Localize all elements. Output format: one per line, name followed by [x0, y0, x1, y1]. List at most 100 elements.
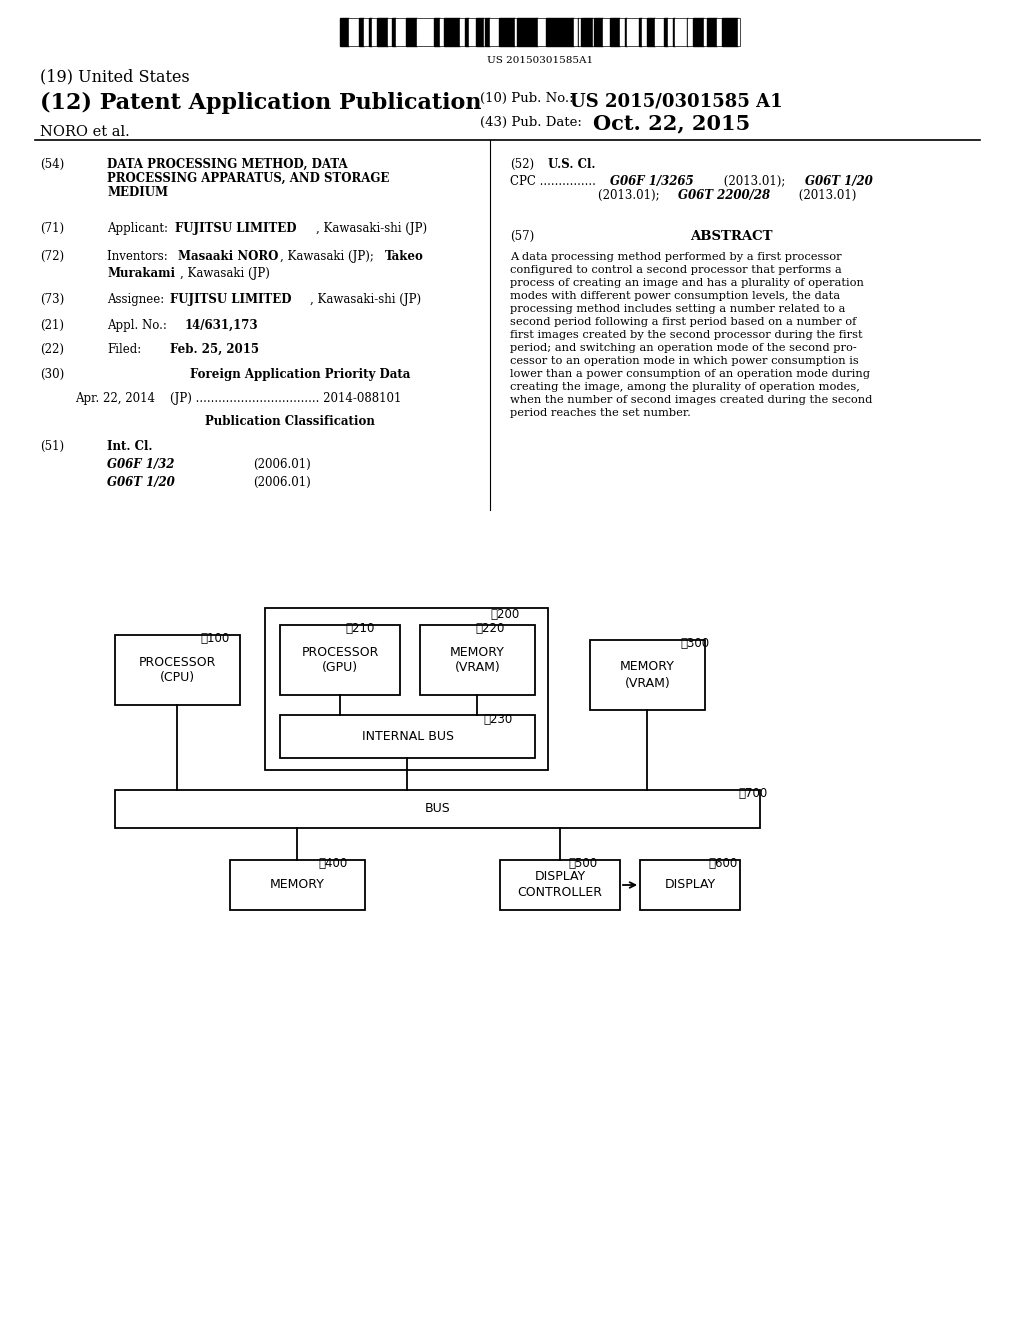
- Bar: [417, 18, 421, 46]
- Text: (72): (72): [40, 249, 65, 263]
- Bar: [609, 18, 614, 46]
- Bar: [455, 18, 460, 46]
- Text: , Kawasaki-shi (JP): , Kawasaki-shi (JP): [310, 293, 421, 306]
- Bar: [499, 18, 501, 46]
- Bar: [372, 18, 377, 46]
- Bar: [625, 18, 627, 46]
- Bar: [434, 18, 437, 46]
- Bar: [349, 18, 354, 46]
- Text: (54): (54): [40, 158, 65, 172]
- Text: (2006.01): (2006.01): [253, 458, 310, 471]
- Text: (2013.01);: (2013.01);: [598, 189, 664, 202]
- Bar: [664, 18, 668, 46]
- Text: G06F 1/32: G06F 1/32: [106, 458, 174, 471]
- Text: (2013.01);: (2013.01);: [720, 176, 790, 187]
- Bar: [497, 18, 499, 46]
- Bar: [526, 18, 527, 46]
- Text: INTERNAL BUS: INTERNAL BUS: [361, 730, 454, 743]
- Bar: [450, 18, 455, 46]
- Bar: [504, 18, 505, 46]
- Text: (2006.01): (2006.01): [253, 477, 310, 488]
- Text: ⎰600: ⎰600: [708, 857, 737, 870]
- Text: Inventors:: Inventors:: [106, 249, 171, 263]
- Bar: [280, 715, 535, 758]
- Bar: [639, 18, 641, 46]
- Bar: [630, 18, 635, 46]
- Bar: [709, 18, 714, 46]
- Bar: [655, 18, 657, 46]
- Bar: [437, 18, 440, 46]
- Text: MEMORY: MEMORY: [621, 660, 675, 673]
- Bar: [531, 18, 536, 46]
- Text: Oct. 22, 2015: Oct. 22, 2015: [593, 114, 751, 133]
- Bar: [688, 18, 693, 46]
- Bar: [354, 18, 355, 46]
- Bar: [406, 18, 407, 46]
- Bar: [714, 18, 717, 46]
- Bar: [738, 18, 739, 46]
- Text: (19) United States: (19) United States: [40, 69, 189, 84]
- Bar: [640, 861, 740, 909]
- Text: ⎰100: ⎰100: [200, 632, 229, 645]
- Bar: [388, 18, 392, 46]
- Bar: [603, 18, 608, 46]
- Text: (VRAM): (VRAM): [455, 661, 501, 675]
- Text: DATA PROCESSING METHOD, DATA: DATA PROCESSING METHOD, DATA: [106, 158, 347, 172]
- Bar: [673, 18, 675, 46]
- Bar: [345, 18, 349, 46]
- Text: (52): (52): [510, 158, 535, 172]
- Text: (73): (73): [40, 293, 65, 306]
- Bar: [483, 18, 485, 46]
- Bar: [501, 18, 504, 46]
- Bar: [397, 18, 402, 46]
- Bar: [734, 18, 738, 46]
- Bar: [555, 18, 558, 46]
- Bar: [115, 789, 760, 828]
- Text: PROCESSING APPARATUS, AND STORAGE: PROCESSING APPARATUS, AND STORAGE: [106, 172, 389, 185]
- Text: , Kawasaki-shi (JP): , Kawasaki-shi (JP): [316, 222, 427, 235]
- Bar: [364, 18, 369, 46]
- Bar: [620, 18, 621, 46]
- Text: U.S. Cl.: U.S. Cl.: [548, 158, 596, 172]
- Bar: [538, 18, 543, 46]
- Text: Assignee:: Assignee:: [106, 293, 168, 306]
- Text: FUJITSU LIMITED: FUJITSU LIMITED: [170, 293, 292, 306]
- Text: CONTROLLER: CONTROLLER: [517, 887, 602, 899]
- Bar: [423, 18, 428, 46]
- Bar: [472, 18, 475, 46]
- Bar: [614, 18, 620, 46]
- Bar: [527, 18, 531, 46]
- Text: (21): (21): [40, 319, 63, 333]
- Text: A data processing method performed by a first processor
configured to control a : A data processing method performed by a …: [510, 252, 872, 418]
- Bar: [594, 18, 599, 46]
- Text: ⎰700: ⎰700: [738, 787, 767, 800]
- Text: PROCESSOR: PROCESSOR: [139, 656, 216, 668]
- Bar: [722, 18, 727, 46]
- Bar: [519, 18, 524, 46]
- Text: DISPLAY: DISPLAY: [665, 879, 716, 891]
- Bar: [641, 18, 646, 46]
- Bar: [698, 18, 701, 46]
- Text: G06F 1/3265: G06F 1/3265: [610, 176, 693, 187]
- Bar: [440, 18, 444, 46]
- Bar: [739, 18, 744, 46]
- Bar: [675, 18, 678, 46]
- Bar: [510, 18, 513, 46]
- Text: ⎰220: ⎰220: [475, 622, 505, 635]
- Bar: [444, 18, 445, 46]
- Text: Publication Classification: Publication Classification: [205, 414, 375, 428]
- Text: NORO et al.: NORO et al.: [40, 125, 130, 139]
- Bar: [573, 18, 578, 46]
- Bar: [340, 18, 345, 46]
- Bar: [392, 18, 396, 46]
- Bar: [445, 18, 450, 46]
- Text: Int. Cl.: Int. Cl.: [106, 440, 153, 453]
- Bar: [517, 18, 519, 46]
- Text: (2013.01): (2013.01): [795, 189, 856, 202]
- Text: Applicant:: Applicant:: [106, 222, 172, 235]
- Text: DISPLAY: DISPLAY: [535, 870, 586, 883]
- Bar: [475, 18, 478, 46]
- Text: ⎰500: ⎰500: [568, 857, 597, 870]
- Text: (43) Pub. Date:: (43) Pub. Date:: [480, 116, 582, 129]
- Bar: [686, 18, 688, 46]
